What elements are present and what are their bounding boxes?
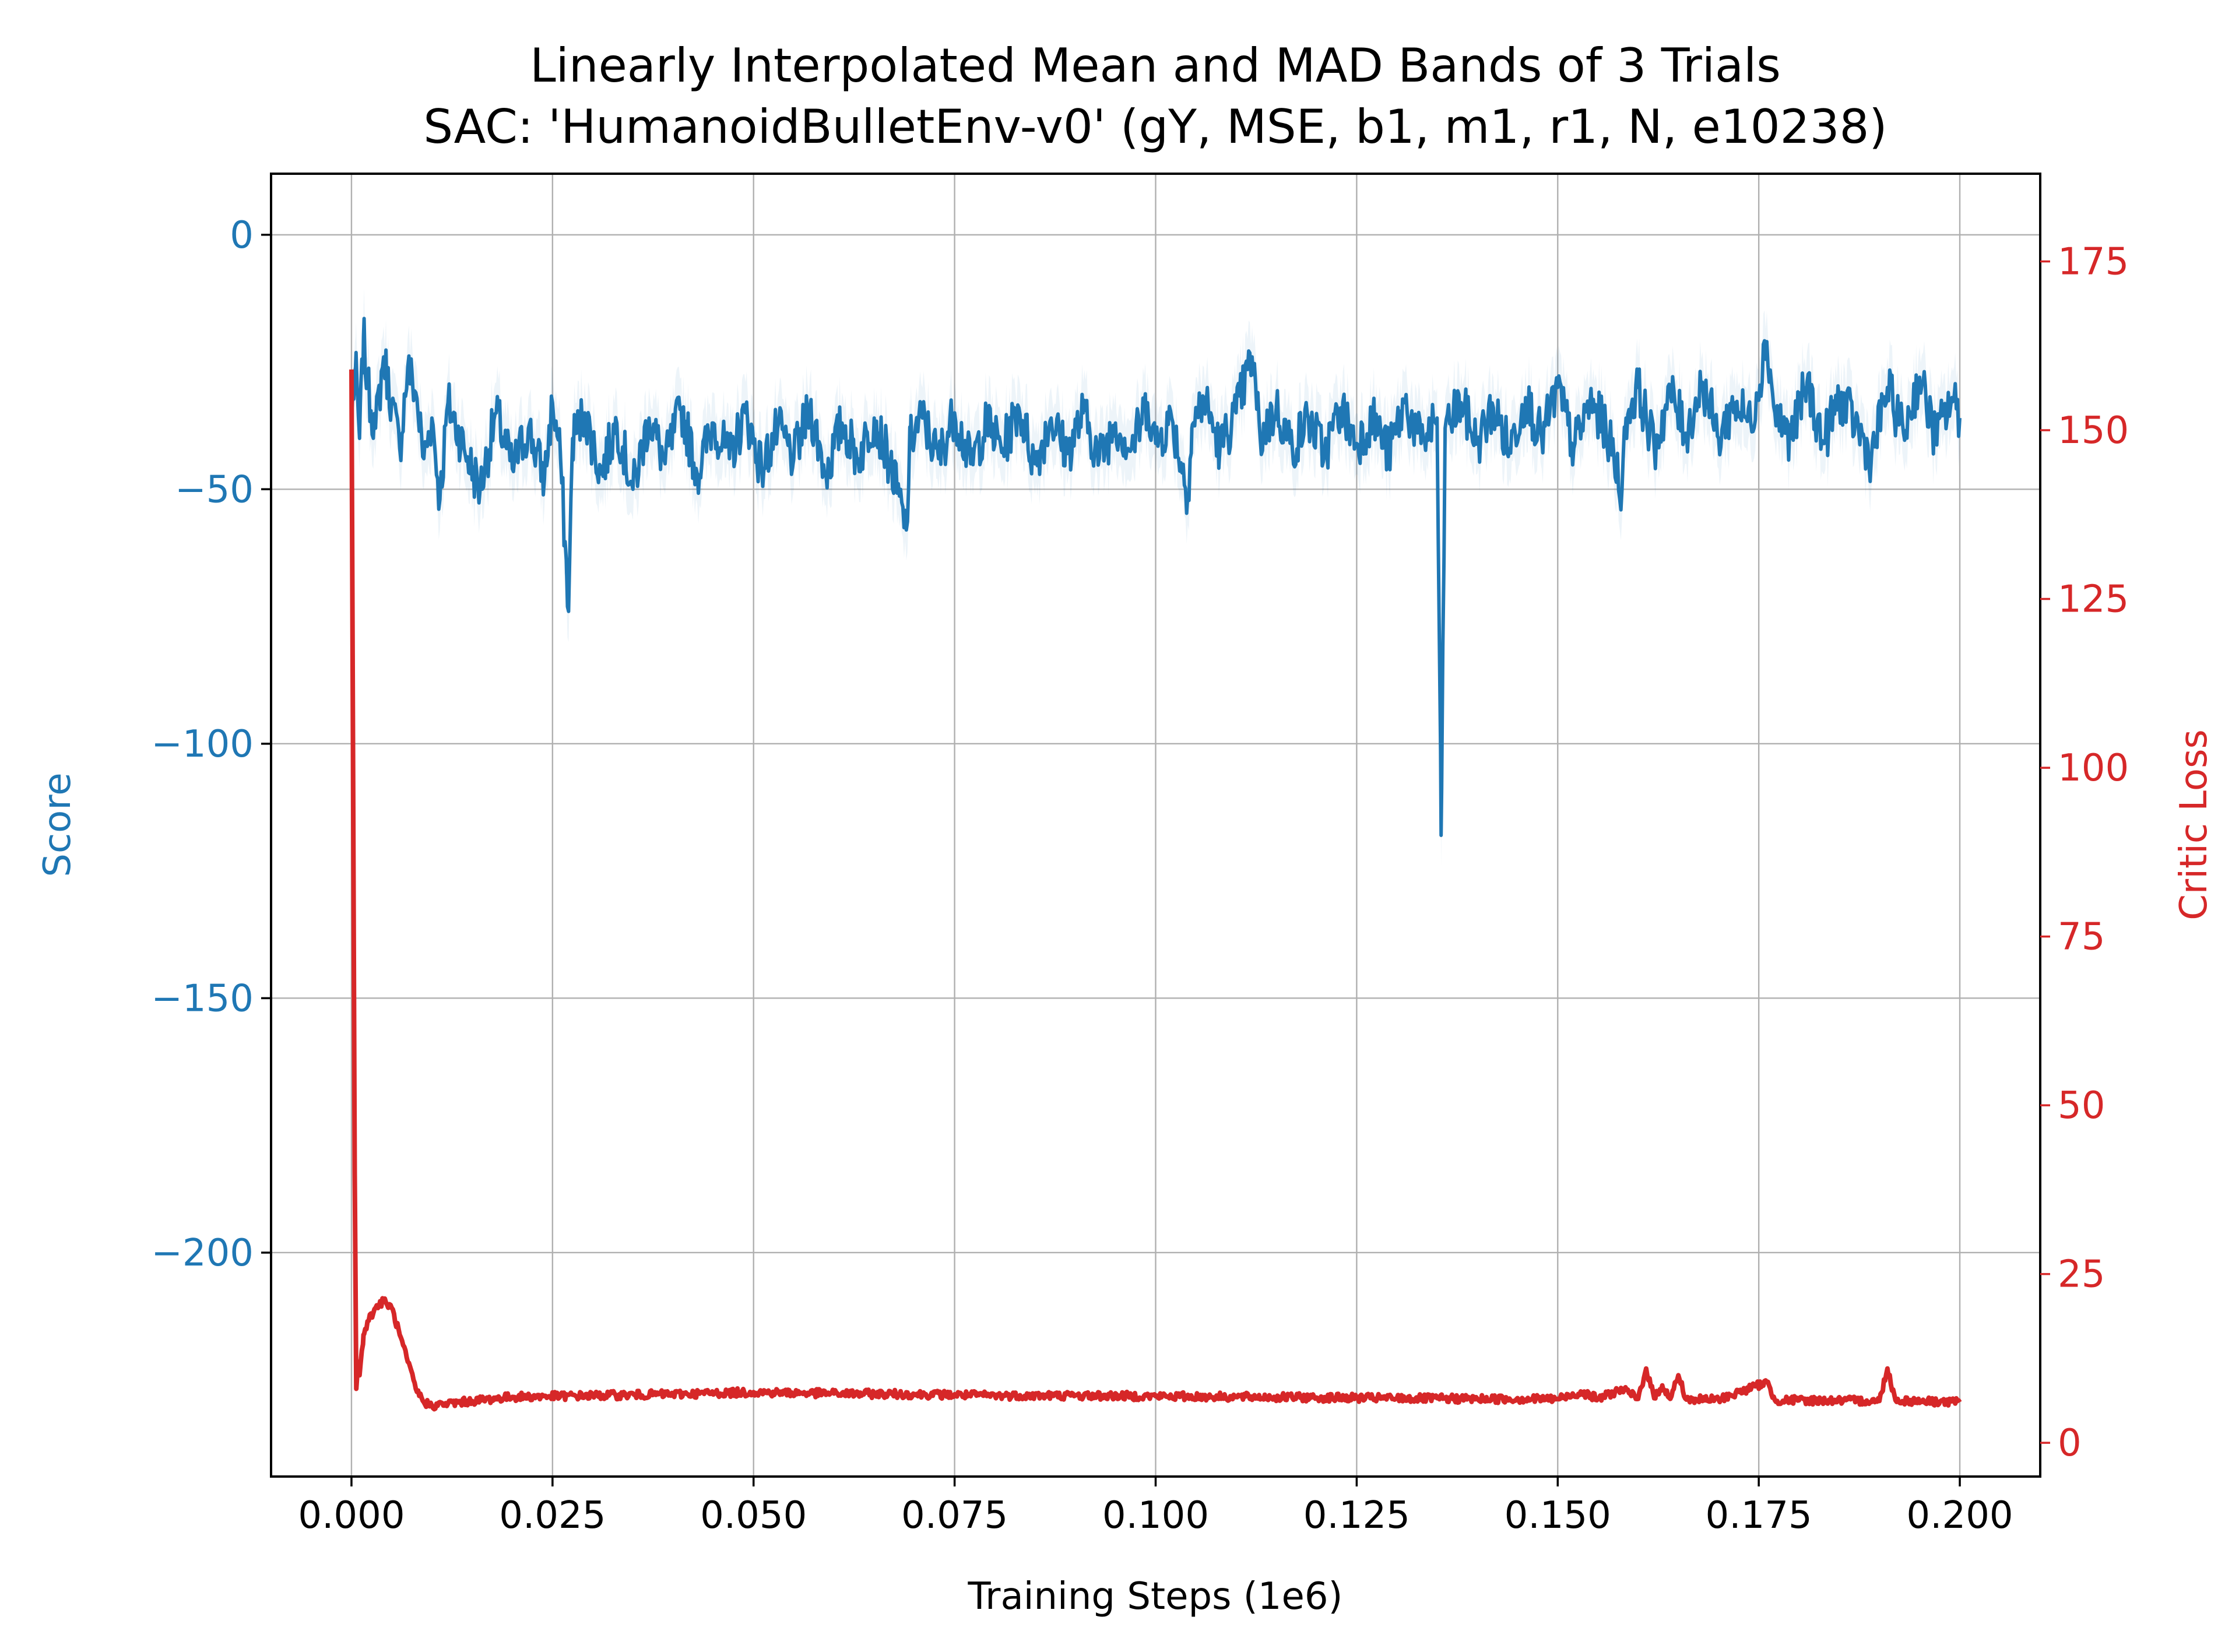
x-axis-ticks: 0.000 0.025 0.050 0.075 0.100 0.125 0.150 0.175… bbox=[298, 1477, 2013, 1537]
y-right-tick-label: 150 bbox=[2058, 409, 2129, 452]
y-right-axis-ticks: 0 25 50 75 100 125 150 175 bbox=[2040, 241, 2129, 1465]
y-left-axis-ticks: 0 −50 −100 −150 −200 bbox=[151, 214, 271, 1275]
score-series-line bbox=[350, 317, 1962, 837]
y-right-tick-label: 100 bbox=[2058, 747, 2129, 790]
x-tick-label: 0.150 bbox=[1505, 1494, 1611, 1537]
x-tick-label: 0.050 bbox=[700, 1494, 807, 1537]
y-left-tick-label: 0 bbox=[230, 214, 254, 257]
x-tick-label: 0.025 bbox=[499, 1494, 606, 1537]
y-right-tick-label: 0 bbox=[2058, 1422, 2082, 1465]
y-left-tick-label: −200 bbox=[151, 1232, 254, 1275]
y-right-tick-label: 175 bbox=[2058, 241, 2129, 284]
x-tick-label: 0.125 bbox=[1303, 1494, 1410, 1537]
chart-subtitle: SAC: 'HumanoidBulletEnv-v0' (gY, MSE, b1… bbox=[423, 100, 1887, 154]
y-right-tick-label: 75 bbox=[2058, 916, 2105, 959]
y-right-tick-label: 25 bbox=[2058, 1253, 2105, 1296]
x-tick-label: 0.100 bbox=[1102, 1494, 1209, 1537]
x-tick-label: 0.075 bbox=[901, 1494, 1008, 1537]
y-left-axis-label: Score bbox=[36, 772, 79, 877]
y-left-tick-label: −150 bbox=[151, 977, 254, 1020]
series-lines bbox=[349, 317, 1962, 1412]
critic-loss-series-line bbox=[349, 369, 1962, 1412]
chart-title: Linearly Interpolated Mean and MAD Bands… bbox=[530, 38, 1781, 93]
x-tick-label: 0.175 bbox=[1706, 1494, 1812, 1537]
x-tick-label: 0.200 bbox=[1906, 1494, 2013, 1537]
x-tick-label: 0.000 bbox=[298, 1494, 405, 1537]
x-axis-label: Training Steps (1e6) bbox=[967, 1575, 1342, 1618]
y-right-tick-label: 125 bbox=[2058, 578, 2129, 621]
y-right-tick-label: 50 bbox=[2058, 1084, 2105, 1127]
y-right-axis-label: Critic Loss bbox=[2173, 729, 2216, 920]
y-left-tick-label: −50 bbox=[175, 468, 254, 511]
y-left-tick-label: −100 bbox=[151, 723, 254, 766]
